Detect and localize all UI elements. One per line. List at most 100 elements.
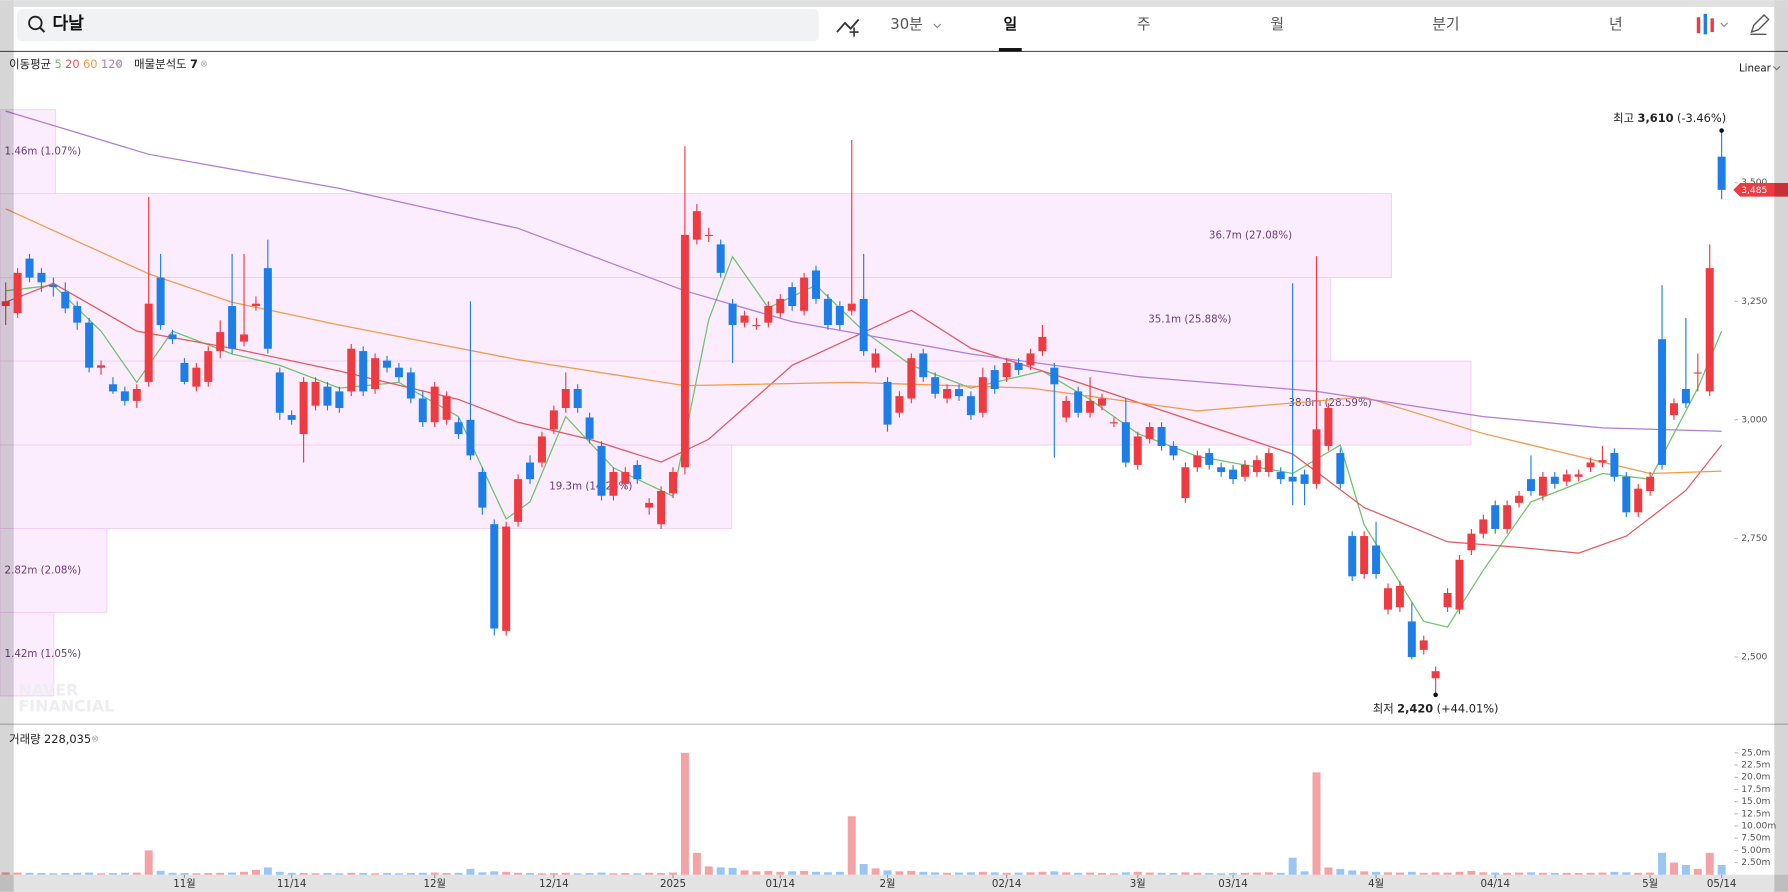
volume-bar: [859, 864, 868, 875]
volume-bar: [1217, 873, 1226, 875]
candle-body: [1479, 519, 1488, 534]
volume-bar: [1252, 872, 1261, 875]
volume-bar: [776, 871, 785, 875]
ma-legend-entry: 120: [101, 56, 123, 70]
candle-body: [1383, 588, 1392, 610]
candle-body: [883, 381, 892, 425]
interval-tab[interactable]: 년: [1609, 16, 1623, 33]
candle-body: [1240, 464, 1249, 477]
candle-body: [1419, 640, 1428, 650]
volume-bar: [37, 873, 46, 875]
candle-body: [812, 270, 820, 299]
x-tick-label: 3월: [1130, 878, 1146, 890]
candle-body: [943, 389, 952, 399]
profile-title: 매물분석도: [134, 56, 186, 70]
extreme-prefix: 최저: [1373, 701, 1394, 715]
extreme-label: 최고 3,610 (-3.46%): [1613, 111, 1726, 125]
interval-tab[interactable]: 분기: [1432, 16, 1459, 33]
interval-tab[interactable]: 일: [1003, 16, 1017, 33]
candle-body: [835, 306, 844, 326]
candle-body: [347, 348, 356, 392]
x-tick-label: 05/14: [1707, 878, 1737, 890]
interval-tab[interactable]: 30분: [890, 16, 922, 33]
candle-body: [1169, 445, 1178, 456]
volume-bar: [1526, 872, 1535, 875]
candle-body: [740, 315, 749, 323]
profile-legend[interactable]: 매물분석도 7: [134, 56, 198, 70]
close-icon: ⊗: [91, 735, 99, 745]
volume-bar: [478, 872, 487, 875]
volume-bar: [1360, 871, 1369, 875]
candle-body: [1193, 455, 1202, 468]
candle-body: [752, 325, 761, 327]
candle-body: [1693, 372, 1702, 374]
candle-body: [1324, 408, 1333, 446]
volume-bar: [1646, 872, 1655, 875]
last-price-label: 3,485: [1741, 186, 1767, 196]
candle-body: [847, 303, 856, 311]
volume-bar: [1515, 872, 1524, 875]
volume-header: 거래량 228,035: [9, 732, 91, 746]
search-box[interactable]: [17, 9, 819, 42]
candle-body: [1646, 476, 1655, 491]
chart-type-icon[interactable]: [836, 18, 860, 33]
volume-bar: [1240, 872, 1249, 875]
profile-label: 36.7m (27.08%): [1209, 230, 1292, 242]
volume-profile: 1.42m (1.05%) 2.82m (2.08%) 19.3m (14.24%)…: [0, 109, 1472, 697]
volume-bar: [1157, 872, 1166, 875]
scale-mode[interactable]: Linear: [1739, 63, 1772, 75]
candle-body: [978, 377, 987, 413]
ma-legend[interactable]: 이동평균 5 20 60 120: [9, 56, 123, 70]
volume-bar: [1336, 868, 1345, 875]
volume-bar: [1467, 870, 1476, 875]
volume-bar: [85, 872, 94, 875]
volume-bar: [883, 870, 892, 875]
candle-body: [1026, 353, 1035, 366]
frame-left: [0, 0, 14, 892]
candle-body: [1610, 453, 1619, 477]
volume-bar: [847, 816, 856, 875]
draw-tool-icon[interactable]: [1750, 13, 1770, 36]
candle-body: [359, 351, 368, 392]
volume-bar: [240, 871, 249, 875]
candle-body: [1562, 474, 1571, 482]
candle-body: [1038, 336, 1047, 352]
volume-bar: [966, 872, 975, 875]
search-text: 다날: [52, 14, 84, 34]
volume-bar: [657, 873, 666, 875]
candle-body: [1086, 400, 1095, 413]
extreme-label: 최저 2,420 (+44.01%): [1373, 701, 1499, 715]
volume-bar: [514, 872, 523, 875]
volume-bar: [1264, 872, 1273, 875]
volume-bar: [394, 873, 403, 875]
candle-body: [1455, 559, 1464, 610]
candle-body: [1121, 422, 1130, 463]
candle-body: [990, 370, 999, 390]
volume-bar: [132, 872, 141, 875]
volume-bar: [1121, 872, 1130, 875]
volume-bar: [1026, 872, 1035, 875]
y-tick-label: 3,250: [1741, 297, 1767, 307]
candle-body: [1229, 469, 1238, 480]
x-tick-label: 2025: [660, 878, 686, 890]
interval-tab[interactable]: 주: [1137, 16, 1151, 33]
y-tick-label: 3,000: [1741, 415, 1767, 425]
candle-body: [800, 277, 809, 311]
volume-bar: [1681, 865, 1690, 875]
volume-bar: [61, 873, 70, 875]
candle-body: [669, 472, 677, 494]
candle-icon[interactable]: [1696, 17, 1701, 34]
interval-tab[interactable]: 월: [1270, 16, 1284, 33]
volume-bar: [1169, 873, 1178, 875]
profile-bar: [0, 277, 1332, 362]
candle-body: [490, 524, 499, 629]
volume-tick-label: 20.0m: [1741, 773, 1770, 783]
candle-body: [716, 244, 725, 273]
candle-body: [1062, 400, 1071, 418]
volume-panel: 2.50m 5.00m 7.50m 10.00m 12.5m 15.0m 17.5m 20.0…: [1, 732, 1776, 875]
chevron: [933, 23, 942, 29]
candle-body: [1491, 505, 1500, 529]
x-tick-label: 12월: [423, 878, 445, 890]
